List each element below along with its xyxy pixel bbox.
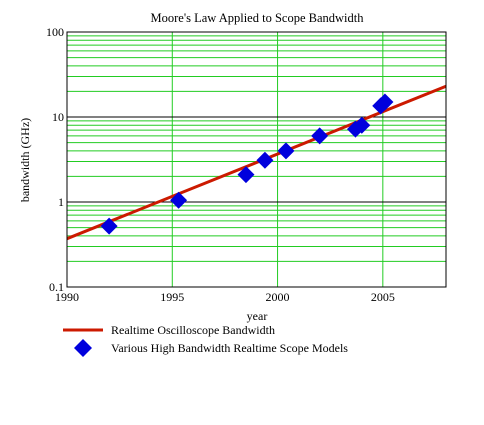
grid bbox=[67, 32, 446, 287]
data-point-diamond bbox=[353, 116, 371, 134]
data-point-diamond bbox=[100, 217, 118, 235]
data-point-diamond bbox=[170, 191, 188, 209]
data-point-diamond bbox=[256, 151, 274, 169]
x-tick-label: 1995 bbox=[160, 290, 184, 304]
data-point-diamond bbox=[376, 93, 394, 111]
legend-label-line: Realtime Oscilloscope Bandwidth bbox=[111, 323, 275, 337]
data-point-diamond bbox=[237, 166, 255, 184]
chart-title: Moore's Law Applied to Scope Bandwidth bbox=[151, 11, 365, 25]
y-axis-label: bandwidth (GHz) bbox=[18, 118, 32, 202]
y-tick-label: 10 bbox=[52, 110, 64, 124]
legend-label-markers: Various High Bandwidth Realtime Scope Mo… bbox=[111, 341, 348, 355]
y-tick-label: 1 bbox=[58, 195, 64, 209]
data-point-diamond bbox=[311, 127, 329, 145]
data-point-diamond bbox=[277, 142, 295, 160]
x-tick-label: 1990 bbox=[55, 290, 79, 304]
x-tick-label: 2005 bbox=[371, 290, 395, 304]
x-axis-label: year bbox=[247, 309, 268, 323]
plot-frame bbox=[66, 31, 447, 288]
legend: Realtime Oscilloscope Bandwidth Various … bbox=[63, 323, 348, 357]
y-tick-label: 0.1 bbox=[49, 280, 64, 294]
y-tick-label: 100 bbox=[46, 25, 64, 39]
plot-series bbox=[66, 84, 447, 241]
x-tick-label: 2000 bbox=[266, 290, 290, 304]
tick-labels: 1990 1995 2000 2005 0.1 1 10 100 bbox=[46, 25, 395, 304]
legend-diamond-swatch bbox=[74, 339, 92, 357]
